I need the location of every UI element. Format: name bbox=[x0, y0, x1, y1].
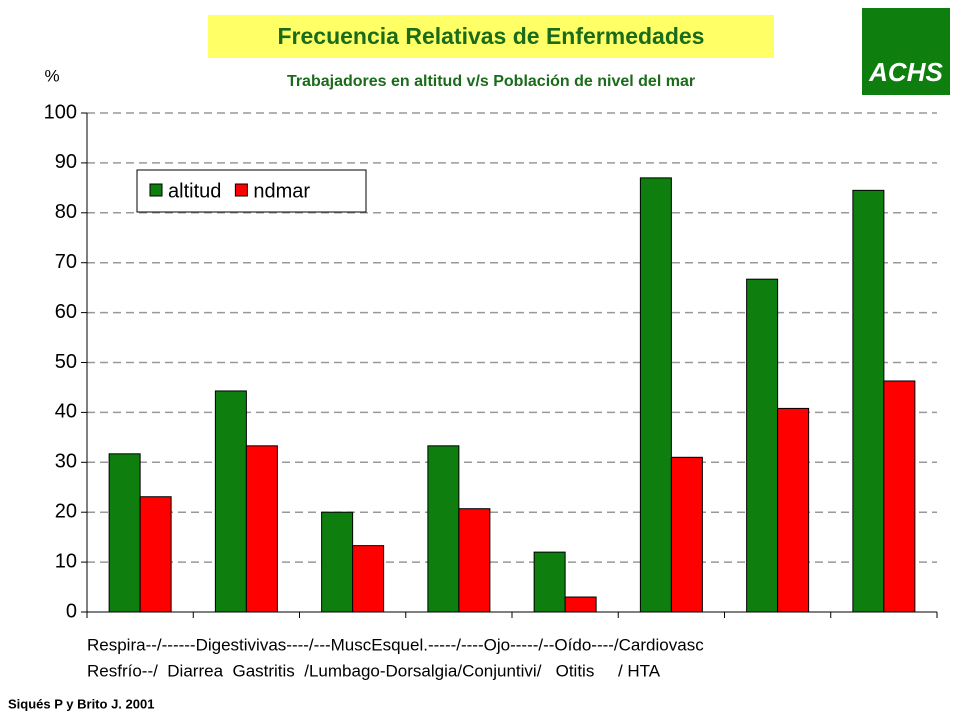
bar bbox=[852, 189, 885, 613]
y-tick-label: 60 bbox=[55, 301, 77, 323]
bar bbox=[108, 453, 141, 613]
x-label-line: Respira--/------Digestivivas----/---Musc… bbox=[87, 635, 704, 654]
bar bbox=[245, 445, 278, 613]
logo-box bbox=[862, 8, 950, 95]
y-tick-label: 10 bbox=[55, 550, 77, 572]
bar bbox=[427, 445, 460, 613]
bar bbox=[564, 596, 597, 613]
y-tick-label: 80 bbox=[55, 201, 77, 223]
bar bbox=[777, 407, 810, 613]
y-tick-label: 40 bbox=[55, 401, 77, 423]
title-box bbox=[208, 15, 774, 58]
bar bbox=[883, 380, 916, 613]
y-tick-label: 30 bbox=[55, 451, 77, 473]
legend-label: altitud bbox=[168, 180, 221, 202]
bar bbox=[352, 545, 385, 613]
bar bbox=[458, 508, 491, 613]
legend-label: ndmar bbox=[253, 180, 310, 202]
bar bbox=[321, 511, 354, 613]
bar bbox=[670, 456, 703, 613]
y-axis-label: % bbox=[44, 66, 59, 85]
y-tick-label: 90 bbox=[55, 151, 77, 173]
y-tick-label: 0 bbox=[66, 600, 77, 622]
y-tick-label: 50 bbox=[55, 351, 77, 373]
chart-subtitle: Trabajadores en altitud v/s Población de… bbox=[287, 73, 695, 90]
legend-swatch bbox=[234, 183, 248, 197]
x-label-line: Resfrío--/ Diarrea Gastritis /Lumbago-Do… bbox=[87, 661, 661, 680]
chart-title: Frecuencia Relativas de Enfermedades bbox=[278, 23, 705, 49]
legend-box bbox=[136, 169, 367, 213]
bar bbox=[746, 278, 779, 613]
y-tick-label: 100 bbox=[44, 101, 77, 123]
bar bbox=[139, 496, 172, 613]
bar bbox=[533, 551, 566, 613]
legend-swatch bbox=[149, 183, 163, 197]
bar bbox=[639, 177, 672, 613]
bar bbox=[214, 390, 247, 613]
source: Siqués P y Brito J. 2001 bbox=[8, 696, 154, 711]
logo: ACHS bbox=[868, 57, 943, 87]
y-tick-label: 20 bbox=[55, 500, 77, 522]
y-tick-label: 70 bbox=[55, 251, 77, 273]
